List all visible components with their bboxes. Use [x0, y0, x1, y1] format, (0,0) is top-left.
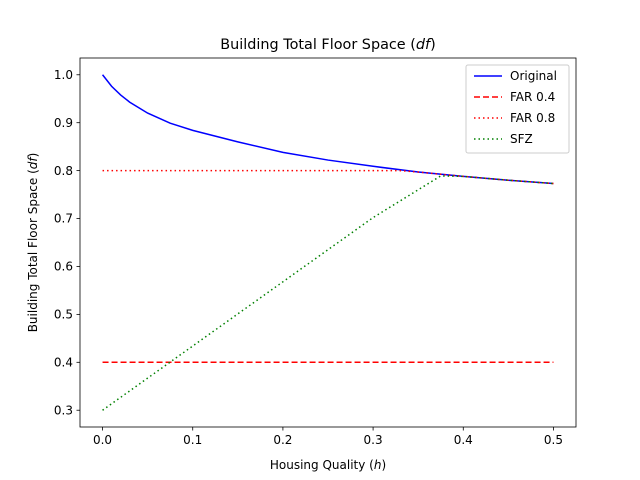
y-axis-ticks: 0.3 0.4 0.5 0.6 0.7 0.8 0.9 1.0: [54, 68, 80, 417]
x-tick-label: 0.2: [273, 433, 292, 447]
series-line-0: [101, 74, 554, 185]
y-tick-label: 0.8: [54, 164, 73, 178]
x-tick-label: 0.3: [364, 433, 383, 447]
legend-label-0: Original: [510, 69, 557, 83]
y-tick-label: 1.0: [54, 68, 73, 82]
y-axis-label: Building Total Floor Space (df): [26, 153, 40, 333]
x-tick-label: 0.5: [544, 433, 563, 447]
x-tick-label: 0.4: [454, 433, 473, 447]
x-tick-label: 0.0: [93, 433, 112, 447]
y-tick-label: 0.7: [54, 212, 73, 226]
legend-label-1: FAR 0.4: [510, 90, 555, 104]
y-tick-label: 0.3: [54, 403, 73, 417]
chart-title: Building Total Floor Space (df): [220, 37, 435, 53]
x-axis-ticks: 0.0 0.1 0.2 0.3 0.4 0.5: [93, 427, 563, 447]
y-tick-label: 0.6: [54, 260, 73, 274]
y-tick-label: 0.5: [54, 308, 73, 322]
legend-label-3: SFZ: [510, 132, 533, 146]
legend: Original FAR 0.4 FAR 0.8 SFZ: [465, 64, 570, 154]
legend-box: [465, 64, 570, 154]
series-line-2: [102, 169, 554, 185]
series-layer: [101, 74, 554, 411]
legend-label-2: FAR 0.8: [510, 111, 555, 125]
legend-items: Original FAR 0.4 FAR 0.8 SFZ: [474, 69, 557, 146]
plot-frame: [79, 57, 577, 428]
x-axis-label: Housing Quality (h): [270, 458, 386, 472]
y-tick-label: 0.9: [54, 116, 73, 130]
y-tick-label: 0.4: [54, 356, 73, 370]
x-tick-label: 0.1: [183, 433, 202, 447]
